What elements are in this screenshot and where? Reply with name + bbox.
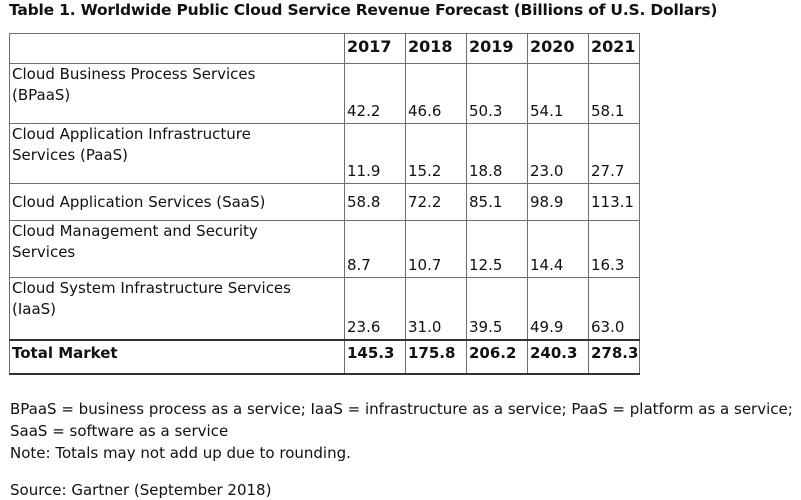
table-notes: BPaaS = business process as a service; I… [10,398,795,464]
total-label: Total Market [9,338,345,375]
value-cell: 85.1 [466,183,528,221]
value-cell: 10.7 [405,220,467,278]
row-label: Cloud Management and Security Services [9,220,345,278]
source-credit: Source: Gartner (September 2018) [10,481,272,499]
value-cell: 8.7 [344,220,406,278]
value-cell: 39.5 [466,277,528,340]
value-cell: 11.9 [344,123,406,184]
row-label-line1: Cloud Application Infrastructure [12,125,251,143]
value-cell: 72.2 [405,183,467,221]
table-row: Cloud Business Process Services (BPaaS) … [9,63,640,124]
forecast-table: 2017 2018 2019 2020 2021 Cloud Business … [9,33,640,375]
total-value-cell: 240.3 [527,338,589,375]
header-cell-2021: 2021 [588,33,640,64]
value-cell: 58.1 [588,63,640,124]
rounding-note: Note: Totals may not add up due to round… [10,444,351,462]
value-cell: 49.9 [527,277,589,340]
table-title: Table 1. Worldwide Public Cloud Service … [9,1,718,19]
header-cell-2020: 2020 [527,33,589,64]
row-label-line1: Cloud Application Services (SaaS) [12,192,266,211]
table-row: Cloud System Infrastructure Services (Ia… [9,277,640,340]
header-cell-2017: 2017 [344,33,406,64]
abbreviations-note: BPaaS = business process as a service; I… [10,400,793,440]
value-cell: 31.0 [405,277,467,340]
table-row: Cloud Application Infrastructure Service… [9,123,640,184]
value-cell: 50.3 [466,63,528,124]
row-label-line2: (IaaS) [12,300,57,318]
value-cell: 27.7 [588,123,640,184]
total-value-cell: 145.3 [344,338,406,375]
row-label-line2: Services (PaaS) [12,146,129,164]
row-label-line2: (BPaaS) [12,86,71,104]
value-cell: 14.4 [527,220,589,278]
value-cell: 113.1 [588,183,640,221]
value-cell: 54.1 [527,63,589,124]
row-label-line2: Services [12,243,76,261]
row-label: Cloud Application Infrastructure Service… [9,123,345,184]
value-cell: 23.6 [344,277,406,340]
total-value-cell: 175.8 [405,338,467,375]
total-row: Total Market 145.3 175.8 206.2 240.3 278… [9,338,640,375]
value-cell: 46.6 [405,63,467,124]
header-cell-empty [9,33,345,64]
value-cell: 16.3 [588,220,640,278]
row-label: Cloud Business Process Services (BPaaS) [9,63,345,124]
header-row: 2017 2018 2019 2020 2021 [9,33,640,64]
row-label: Cloud System Infrastructure Services (Ia… [9,277,345,340]
value-cell: 12.5 [466,220,528,278]
table-row: Cloud Application Services (SaaS) 58.8 7… [9,183,640,221]
value-cell: 42.2 [344,63,406,124]
value-cell: 63.0 [588,277,640,340]
total-value-cell: 278.3 [588,338,640,375]
header-cell-2019: 2019 [466,33,528,64]
value-cell: 18.8 [466,123,528,184]
value-cell: 98.9 [527,183,589,221]
total-value-cell: 206.2 [466,338,528,375]
table-row: Cloud Management and Security Services 8… [9,220,640,278]
row-label-line1: Cloud System Infrastructure Services [12,279,291,297]
row-label: Cloud Application Services (SaaS) [9,183,345,221]
value-cell: 15.2 [405,123,467,184]
row-label-line1: Cloud Management and Security [12,222,258,240]
row-label-line1: Cloud Business Process Services [12,65,256,83]
value-cell: 23.0 [527,123,589,184]
value-cell: 58.8 [344,183,406,221]
header-cell-2018: 2018 [405,33,467,64]
